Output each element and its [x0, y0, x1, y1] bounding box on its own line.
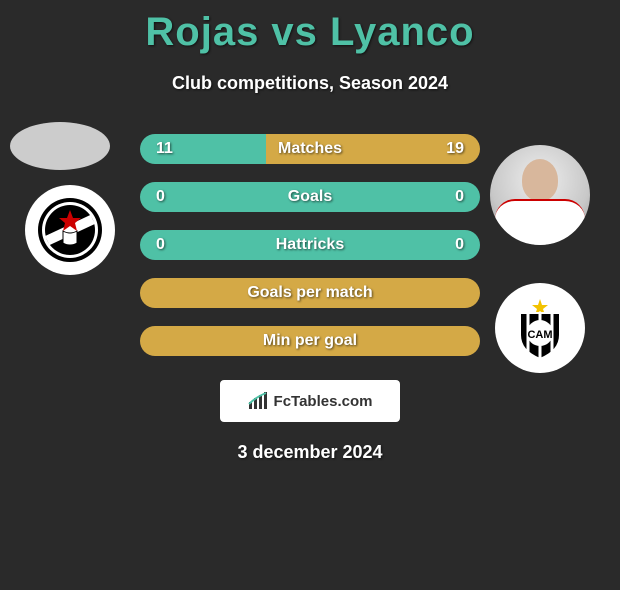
stat-label: Hattricks — [186, 236, 434, 254]
stat-label: Goals per match — [186, 284, 434, 302]
branding-text: FcTables.com — [274, 393, 373, 410]
stat-left-value: 0 — [156, 236, 186, 254]
date-text: 3 december 2024 — [0, 442, 620, 463]
svg-text:CAM: CAM — [527, 329, 552, 341]
stat-row-min-per-goal: Min per goal — [140, 326, 480, 356]
stat-right-value: 19 — [446, 140, 464, 158]
stat-left-value: 0 — [156, 188, 186, 206]
player-left-avatar — [10, 122, 110, 170]
stat-row-matches: 11 19 Matches — [140, 134, 480, 164]
branding-box[interactable]: FcTables.com — [220, 380, 400, 422]
club-left-badge — [25, 185, 115, 275]
atletico-mg-crest-icon: CAM — [505, 293, 575, 363]
page-title: Rojas vs Lyanco — [0, 10, 620, 55]
stat-right-segment: 19 — [266, 134, 480, 164]
stat-left-segment: 11 — [140, 134, 266, 164]
stat-label: Min per goal — [186, 332, 434, 350]
stat-row-goals: 0 Goals 0 — [140, 182, 480, 212]
vasco-crest-icon — [35, 195, 105, 265]
stat-row-hattricks: 0 Hattricks 0 — [140, 230, 480, 260]
stat-left-value: 11 — [156, 140, 173, 158]
club-right-badge: CAM — [495, 283, 585, 373]
stat-label: Goals — [186, 188, 434, 206]
subtitle: Club competitions, Season 2024 — [0, 73, 620, 94]
stat-right-value: 0 — [434, 188, 464, 206]
stat-right-value: 0 — [434, 236, 464, 254]
stat-row-goals-per-match: Goals per match — [140, 278, 480, 308]
player-right-avatar — [490, 145, 590, 245]
bar-chart-icon — [248, 392, 268, 410]
